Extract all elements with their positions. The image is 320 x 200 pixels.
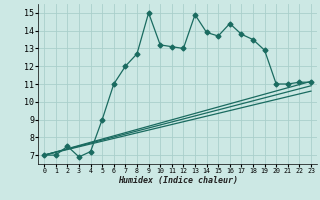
X-axis label: Humidex (Indice chaleur): Humidex (Indice chaleur)	[118, 176, 238, 185]
